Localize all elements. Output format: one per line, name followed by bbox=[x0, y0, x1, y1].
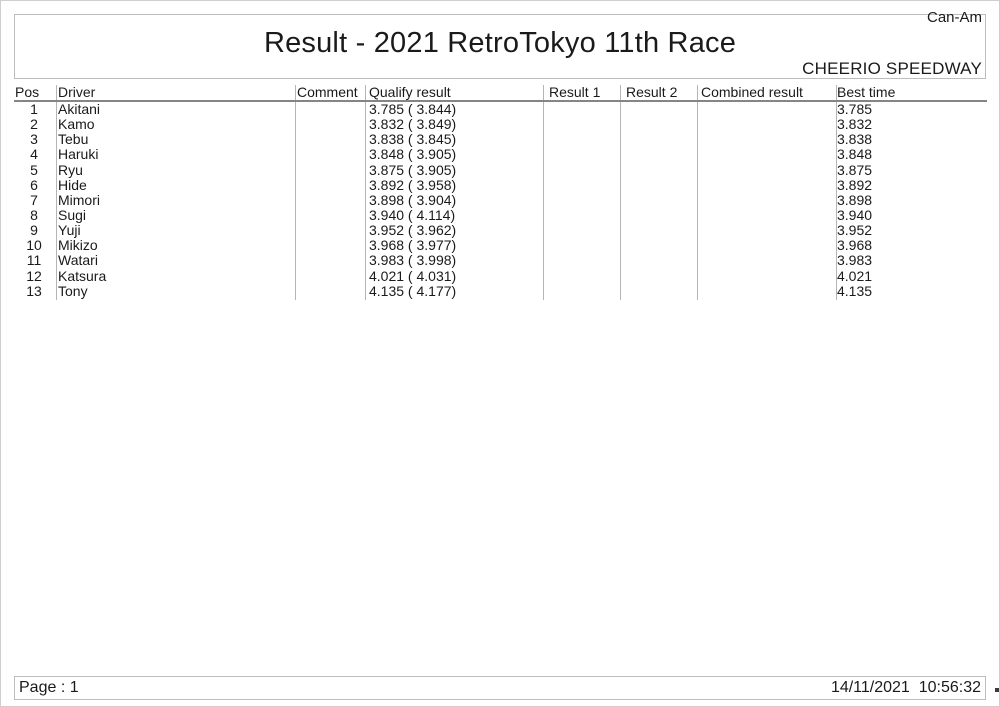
cell-best-time: 3.892 bbox=[837, 176, 873, 193]
cell-pos: 4 bbox=[30, 146, 38, 163]
column-divider bbox=[295, 85, 296, 300]
cell-pos: 5 bbox=[30, 161, 38, 178]
cell-driver: Tony bbox=[58, 282, 88, 299]
scan-artifact bbox=[995, 688, 999, 692]
column-header-result2: Result 2 bbox=[626, 84, 678, 100]
cell-best-time: 3.832 bbox=[837, 116, 873, 133]
column-divider bbox=[836, 85, 837, 300]
cell-best-time: 3.968 bbox=[837, 237, 873, 254]
cell-driver: Sugi bbox=[58, 206, 87, 223]
cell-driver: Mimori bbox=[58, 191, 100, 208]
column-header-qualify: Qualify result bbox=[369, 84, 451, 100]
table-row: 12 Katsura 4.021 ( 4.031) 4.021 bbox=[14, 267, 987, 284]
column-header-result1: Result 1 bbox=[549, 84, 601, 100]
column-divider bbox=[365, 85, 366, 300]
cell-driver: Haruki bbox=[58, 146, 99, 163]
cell-best-time: 4.021 bbox=[837, 267, 873, 284]
cell-qualify-result: 4.021 ( 4.031) bbox=[369, 267, 457, 284]
cell-driver: Mikizo bbox=[58, 237, 98, 254]
cell-best-time: 3.848 bbox=[837, 146, 873, 163]
column-header-combined: Combined result bbox=[701, 84, 803, 100]
cell-best-time: 3.875 bbox=[837, 161, 873, 178]
column-divider bbox=[620, 85, 621, 300]
results-table-body: 1 Akitani 3.785 ( 3.844) 3.785 2 Kamo 3.… bbox=[14, 101, 987, 299]
header-box: Can-Am Result - 2021 RetroTokyo 11th Rac… bbox=[14, 9, 986, 79]
cell-best-time: 3.898 bbox=[837, 191, 873, 208]
cell-pos: 1 bbox=[30, 101, 38, 117]
table-row: 11 Watari 3.983 ( 3.998) 3.983 bbox=[14, 253, 987, 268]
cell-driver: Akitani bbox=[58, 101, 101, 117]
column-header-best: Best time bbox=[837, 84, 896, 100]
cell-driver: Ryu bbox=[58, 161, 83, 178]
timestamp: 14/11/2021 10:56:32 bbox=[830, 679, 981, 696]
table-row: 13 Tony 4.135 ( 4.177) 4.135 bbox=[14, 282, 987, 299]
column-header-pos: Pos bbox=[15, 84, 40, 100]
cell-driver: Kamo bbox=[58, 116, 95, 133]
column-divider bbox=[543, 85, 544, 300]
cell-driver: Yuji bbox=[58, 222, 81, 239]
cell-qualify-result: 4.135 ( 4.177) bbox=[369, 282, 457, 299]
cell-qualify-result: 3.838 ( 3.845) bbox=[369, 131, 457, 148]
table-row: 6 Hide 3.892 ( 3.958) 3.892 bbox=[14, 176, 987, 193]
cell-qualify-result: 3.983 ( 3.998) bbox=[369, 252, 457, 269]
page-number: Page : 1 bbox=[19, 679, 79, 696]
cell-best-time: 3.940 bbox=[837, 206, 873, 223]
footer-box: Page : 1 14/11/2021 10:56:32 bbox=[14, 676, 986, 700]
table-row: 8 Sugi 3.940 ( 4.114) 3.940 bbox=[14, 206, 987, 223]
column-divider bbox=[56, 85, 57, 300]
table-row: 2 Kamo 3.832 ( 3.849) 3.832 bbox=[14, 116, 987, 133]
cell-qualify-result: 3.940 ( 4.114) bbox=[369, 206, 456, 223]
results-table: Pos Driver Comment Qualify result Result… bbox=[14, 85, 987, 300]
cell-pos: 9 bbox=[30, 222, 38, 239]
brand-label: Can-Am bbox=[926, 9, 982, 26]
cell-qualify-result: 3.785 ( 3.844) bbox=[369, 101, 457, 117]
cell-best-time: 3.838 bbox=[837, 131, 873, 148]
cell-pos: 12 bbox=[26, 267, 42, 284]
page-title: Result - 2021 RetroTokyo 11th Race bbox=[263, 27, 737, 59]
cell-qualify-result: 3.952 ( 3.962) bbox=[369, 222, 457, 239]
cell-pos: 2 bbox=[30, 116, 38, 133]
table-header-row: Pos Driver Comment Qualify result Result… bbox=[14, 85, 987, 102]
cell-qualify-result: 3.875 ( 3.905) bbox=[369, 161, 457, 178]
cell-pos: 7 bbox=[30, 191, 38, 208]
table-row: 3 Tebu 3.838 ( 3.845) 3.838 bbox=[14, 132, 987, 147]
cell-qualify-result: 3.892 ( 3.958) bbox=[369, 176, 457, 193]
cell-qualify-result: 3.848 ( 3.905) bbox=[369, 146, 457, 163]
cell-best-time: 3.983 bbox=[837, 252, 873, 269]
cell-qualify-result: 3.968 ( 3.977) bbox=[369, 237, 457, 254]
cell-pos: 13 bbox=[26, 282, 42, 299]
table-row: 7 Mimori 3.898 ( 3.904) 3.898 bbox=[14, 191, 987, 208]
cell-pos: 3 bbox=[30, 131, 38, 148]
cell-driver: Katsura bbox=[58, 267, 107, 284]
column-header-comment: Comment bbox=[297, 84, 358, 100]
cell-pos: 10 bbox=[26, 237, 42, 254]
cell-pos: 8 bbox=[30, 206, 38, 223]
cell-best-time: 3.785 bbox=[837, 101, 873, 117]
cell-driver: Tebu bbox=[58, 131, 89, 148]
cell-qualify-result: 3.832 ( 3.849) bbox=[369, 116, 457, 133]
cell-driver: Watari bbox=[58, 252, 98, 269]
venue-label: CHEERIO SPEEDWAY bbox=[802, 59, 982, 78]
cell-driver: Hide bbox=[58, 176, 87, 193]
cell-qualify-result: 3.898 ( 3.904) bbox=[369, 191, 457, 208]
cell-pos: 11 bbox=[26, 252, 42, 269]
column-divider bbox=[697, 85, 698, 300]
table-row: 5 Ryu 3.875 ( 3.905) 3.875 bbox=[14, 161, 987, 178]
table-row: 1 Akitani 3.785 ( 3.844) 3.785 bbox=[14, 101, 987, 117]
cell-best-time: 4.135 bbox=[837, 282, 873, 299]
table-row: 9 Yuji 3.952 ( 3.962) 3.952 bbox=[14, 222, 987, 239]
column-header-driver: Driver bbox=[58, 84, 96, 100]
cell-best-time: 3.952 bbox=[837, 222, 873, 239]
table-row: 10 Mikizo 3.968 ( 3.977) 3.968 bbox=[14, 238, 987, 253]
table-row: 4 Haruki 3.848 ( 3.905) 3.848 bbox=[14, 147, 987, 162]
cell-pos: 6 bbox=[30, 176, 38, 193]
